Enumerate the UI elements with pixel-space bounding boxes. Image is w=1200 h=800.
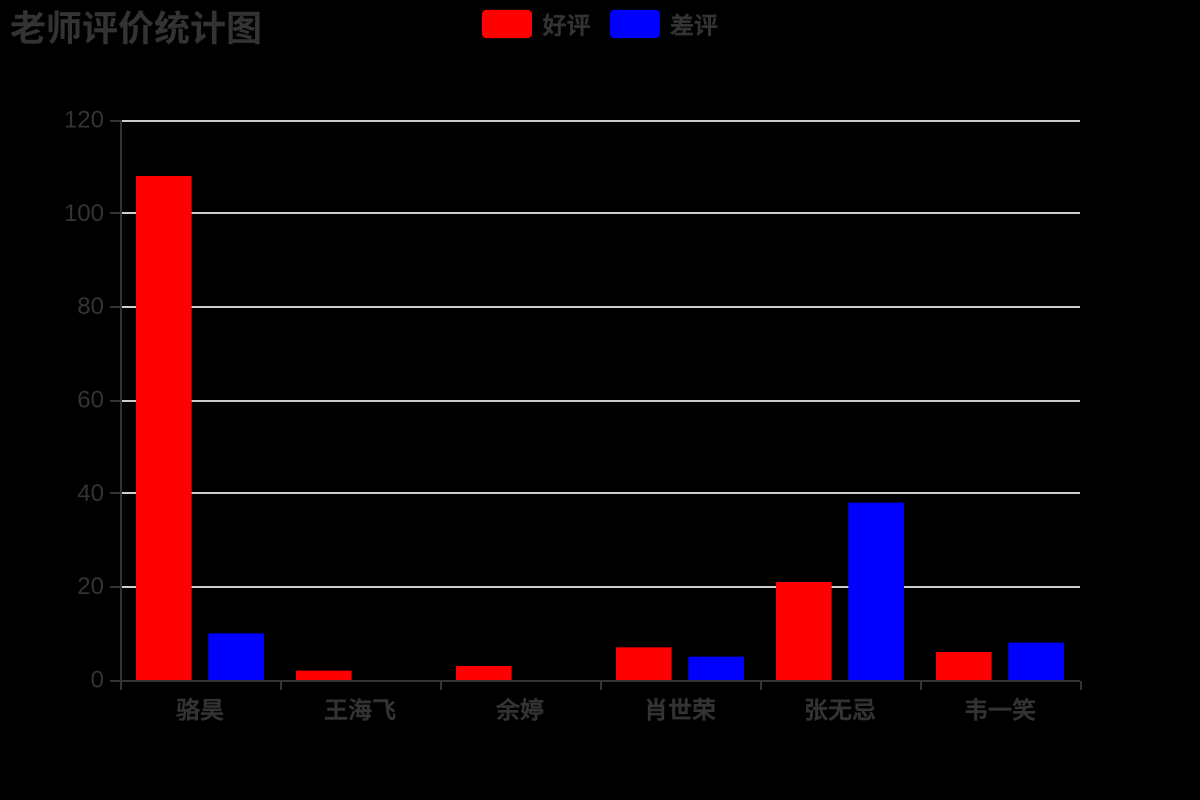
svg-text:120: 120 [64,107,104,134]
svg-text:20: 20 [77,573,104,600]
svg-text:100: 100 [64,200,104,227]
svg-text:80: 80 [77,293,104,320]
svg-text:0: 0 [91,667,104,694]
svg-text:40: 40 [77,480,104,507]
svg-text:60: 60 [77,387,104,414]
